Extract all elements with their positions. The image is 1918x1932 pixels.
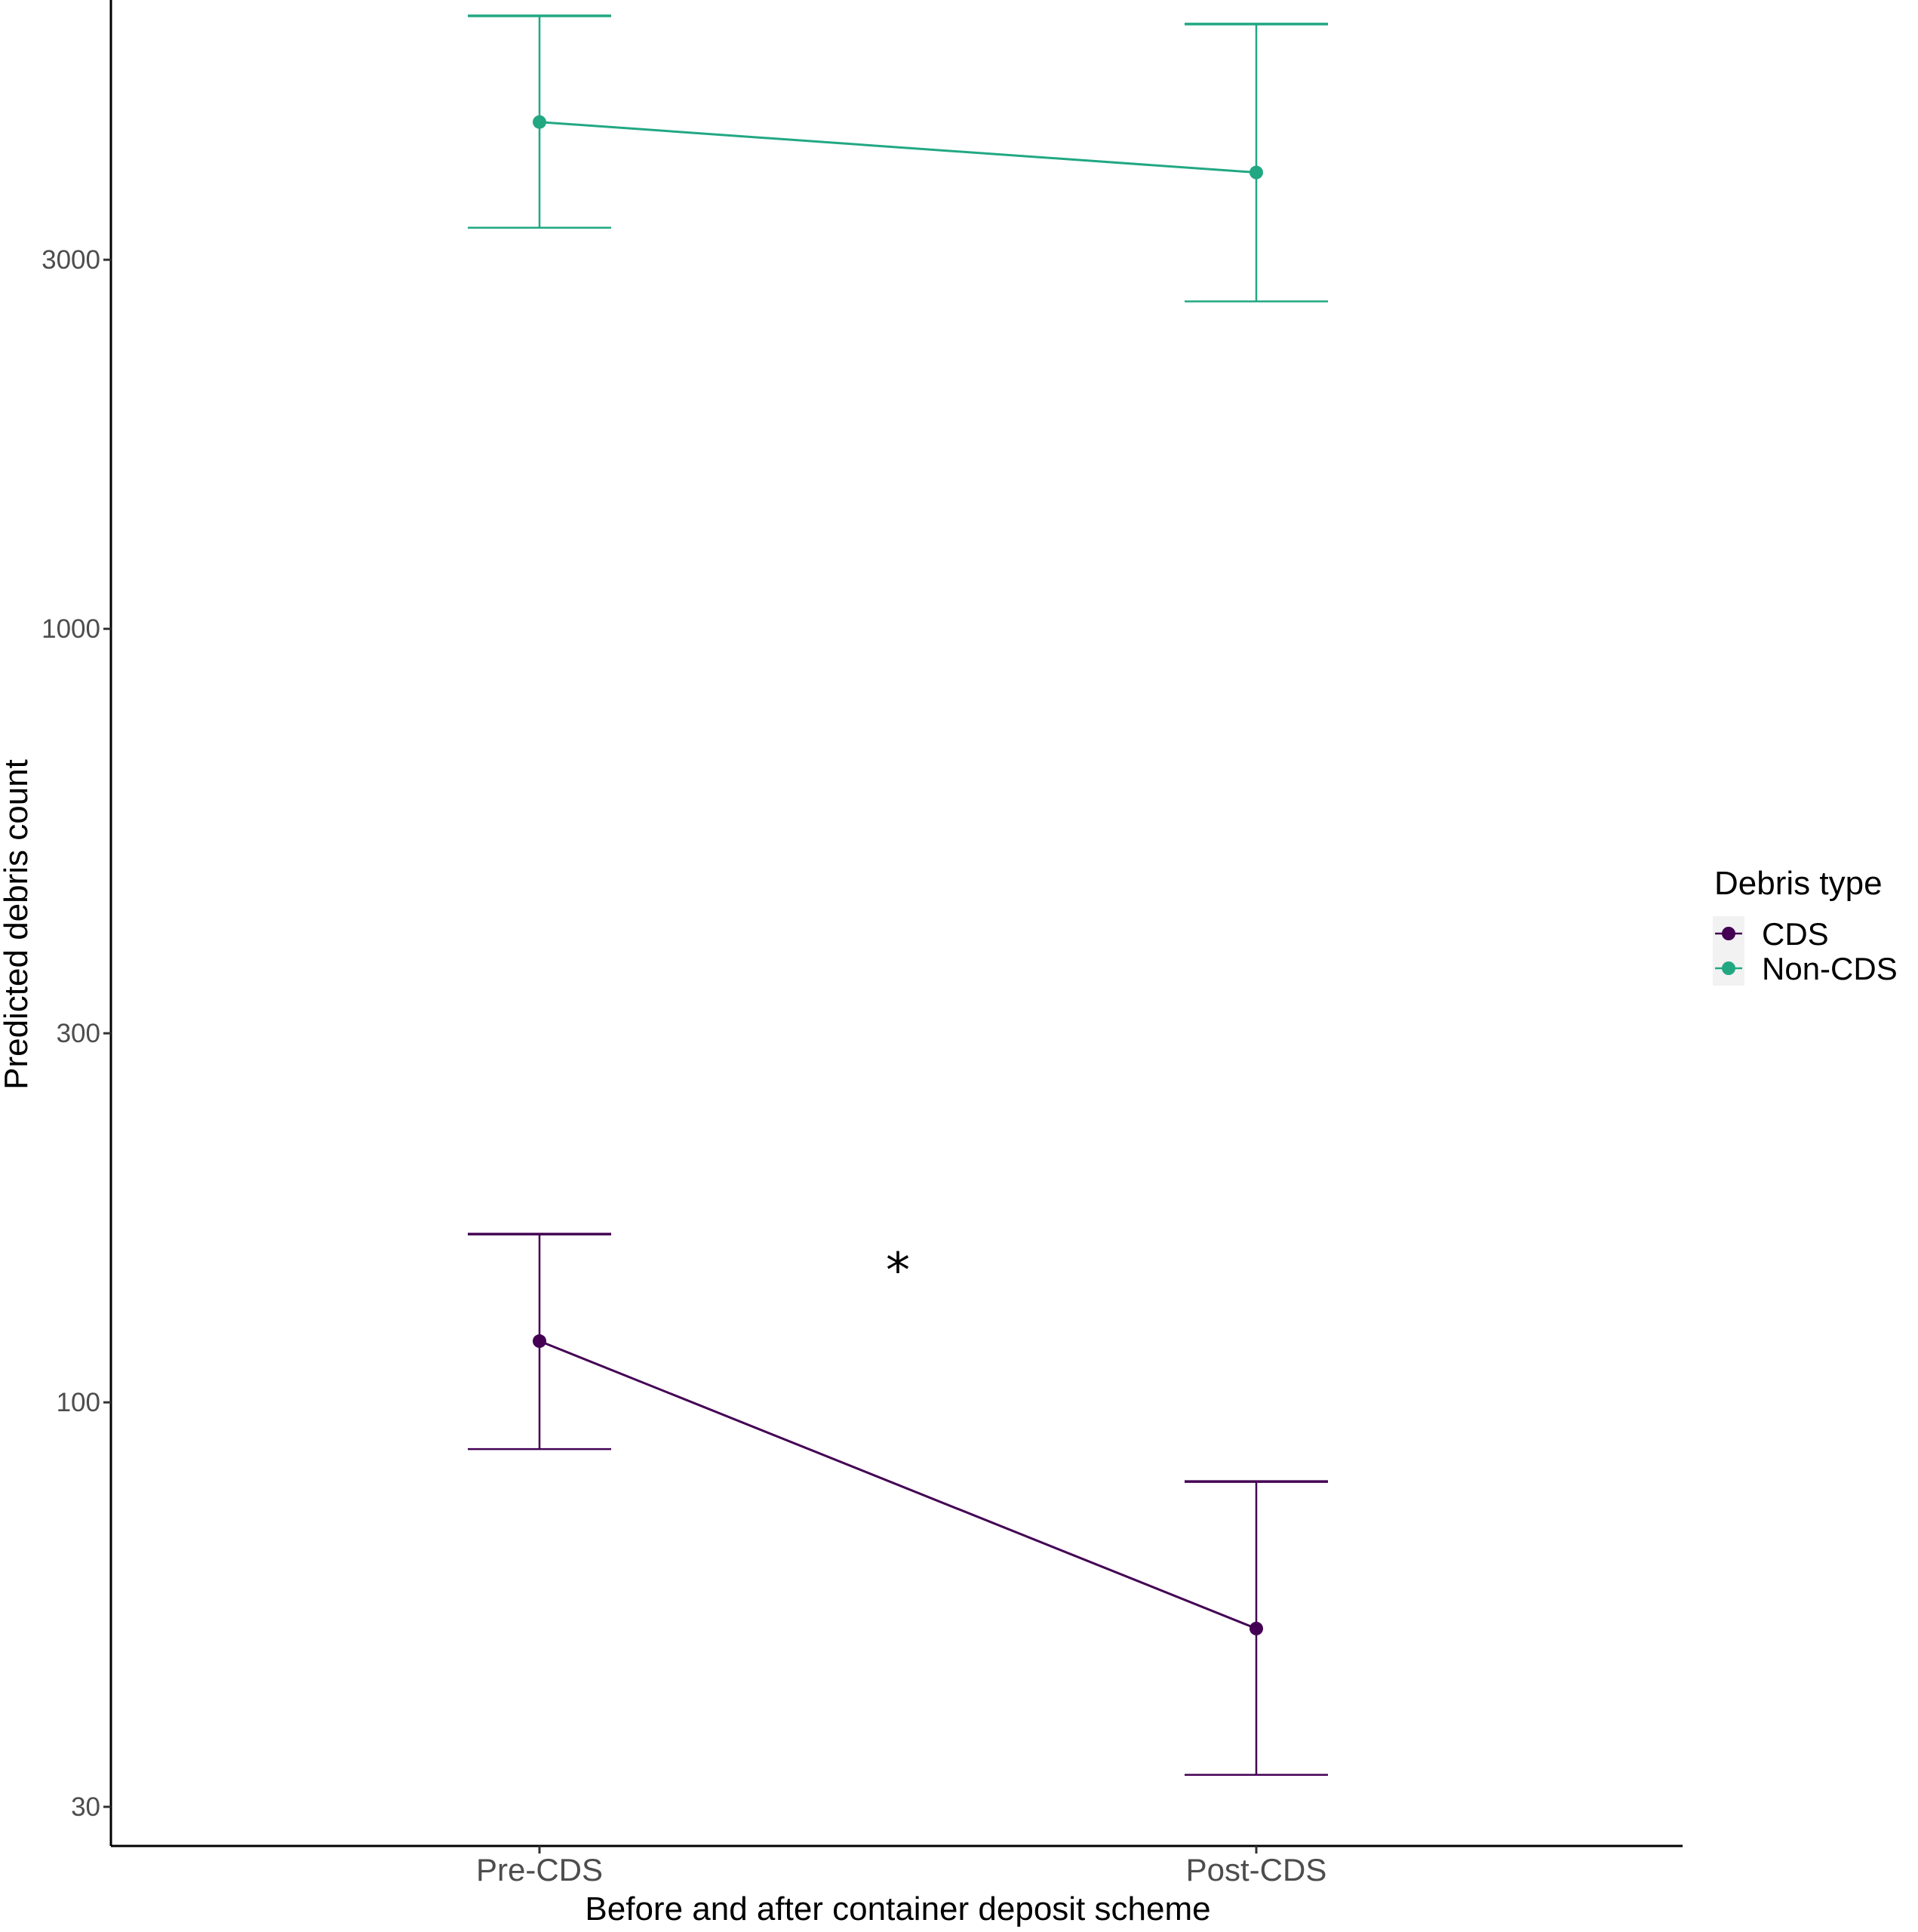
- x-tick-label: Pre-CDS: [476, 1852, 603, 1887]
- axes: [109, 0, 1683, 1847]
- x-axis-title: Before and after container deposit schem…: [585, 1890, 1210, 1927]
- legend-label: CDS: [1762, 916, 1829, 952]
- y-tick-label: 3000: [41, 245, 100, 275]
- y-tick-label: 1000: [41, 614, 100, 644]
- legend-title: Debris type: [1714, 865, 1883, 902]
- series-non-cds: [468, 14, 1328, 303]
- legend-key-point: [1722, 961, 1735, 975]
- point-non-cds: [1249, 165, 1263, 180]
- series-line-non-cds: [539, 121, 1257, 174]
- legend-item-cds: CDS: [1713, 916, 1829, 952]
- point-non-cds: [533, 115, 546, 129]
- legend-key-point: [1722, 927, 1735, 940]
- x-ticks: Pre-CDS Post-CDS: [476, 1846, 1326, 1887]
- y-tick-label: 300: [57, 1019, 100, 1048]
- y-axis-title: Predicted debris count: [0, 759, 35, 1090]
- significance-asterisk: *: [886, 1244, 910, 1300]
- x-tick-label: Post-CDS: [1186, 1852, 1327, 1887]
- annotation-layer: *: [886, 1244, 910, 1300]
- legend-label: Non-CDS: [1762, 951, 1898, 986]
- y-tick-label: 100: [57, 1388, 100, 1417]
- y-ticks: 30 100 300 1000 3000: [41, 245, 111, 1822]
- series-line-cds: [539, 1340, 1257, 1630]
- series-layer: [468, 14, 1328, 1776]
- y-tick-label: 30: [71, 1792, 100, 1822]
- point-cds: [533, 1334, 546, 1349]
- point-cds: [1249, 1621, 1263, 1635]
- series-cds: [468, 1232, 1328, 1776]
- legend-item-non-cds: Non-CDS: [1713, 951, 1898, 986]
